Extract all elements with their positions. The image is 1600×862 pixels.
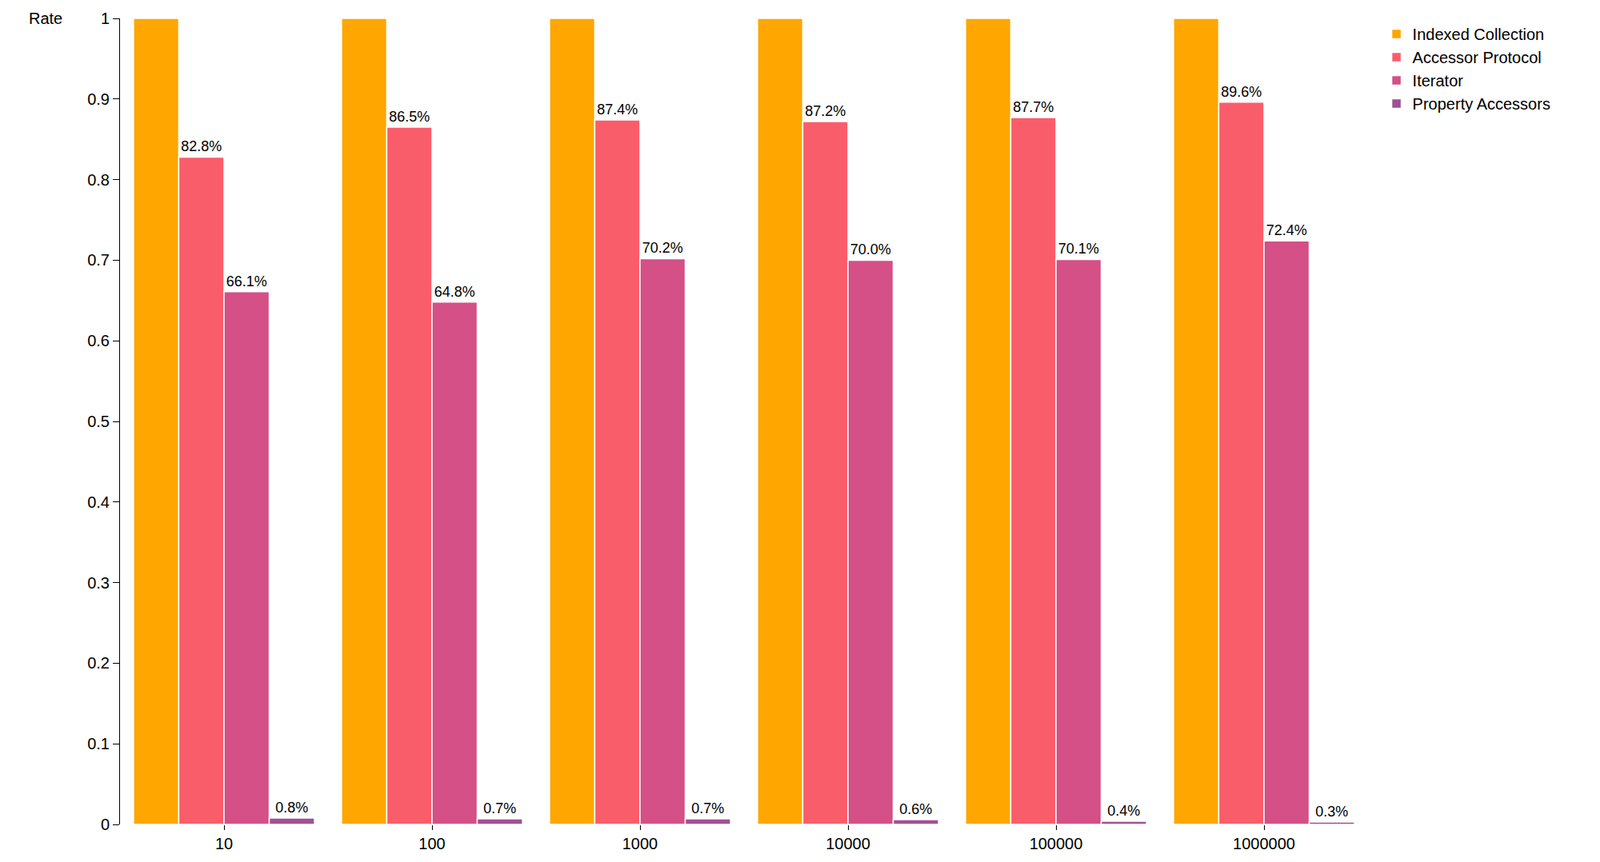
svg-text:0.3%: 0.3% <box>1315 804 1348 820</box>
svg-text:100000: 100000 <box>1029 835 1084 853</box>
svg-text:70.1%: 70.1% <box>1058 240 1100 257</box>
svg-text:0.5: 0.5 <box>87 412 110 431</box>
svg-text:0.6: 0.6 <box>87 332 110 350</box>
svg-text:0.3: 0.3 <box>87 574 110 592</box>
svg-text:100: 100 <box>418 835 445 853</box>
svg-text:82.8%: 82.8% <box>180 138 222 155</box>
svg-text:66.1%: 66.1% <box>226 273 268 290</box>
svg-text:0.1: 0.1 <box>87 735 110 753</box>
svg-text:70.0%: 70.0% <box>850 241 892 258</box>
svg-text:10: 10 <box>215 835 233 853</box>
svg-text:0.4%: 0.4% <box>1107 803 1140 820</box>
svg-text:Rate: Rate <box>28 9 63 28</box>
svg-text:0.7%: 0.7% <box>691 800 724 817</box>
svg-text:10000: 10000 <box>825 835 871 853</box>
svg-text:87.2%: 87.2% <box>804 103 846 120</box>
svg-text:87.4%: 87.4% <box>596 101 638 118</box>
svg-text:70.2%: 70.2% <box>642 240 684 256</box>
svg-text:64.8%: 64.8% <box>434 284 476 300</box>
svg-text:0.2: 0.2 <box>87 654 110 672</box>
svg-text:Indexed Collection: Indexed Collection <box>1412 25 1545 44</box>
svg-text:0.9: 0.9 <box>87 90 110 108</box>
svg-text:1: 1 <box>100 9 110 28</box>
svg-text:0.6%: 0.6% <box>899 801 932 818</box>
svg-text:Iterator: Iterator <box>1412 72 1464 90</box>
svg-text:0.8%: 0.8% <box>275 800 308 816</box>
svg-text:89.6%: 89.6% <box>1220 84 1262 100</box>
svg-text:Property Accessors: Property Accessors <box>1412 95 1551 113</box>
svg-text:1000: 1000 <box>622 835 659 853</box>
svg-text:1000000: 1000000 <box>1232 835 1296 853</box>
svg-text:Accessor Protocol: Accessor Protocol <box>1412 48 1542 67</box>
svg-text:0.7: 0.7 <box>87 251 110 269</box>
svg-text:87.7%: 87.7% <box>1012 99 1054 116</box>
svg-text:72.4%: 72.4% <box>1266 222 1308 239</box>
svg-text:86.5%: 86.5% <box>388 108 430 125</box>
svg-text:0: 0 <box>100 816 110 834</box>
svg-text:0.8: 0.8 <box>87 171 110 189</box>
svg-text:0.4: 0.4 <box>87 493 110 512</box>
svg-text:0.7%: 0.7% <box>483 800 516 817</box>
